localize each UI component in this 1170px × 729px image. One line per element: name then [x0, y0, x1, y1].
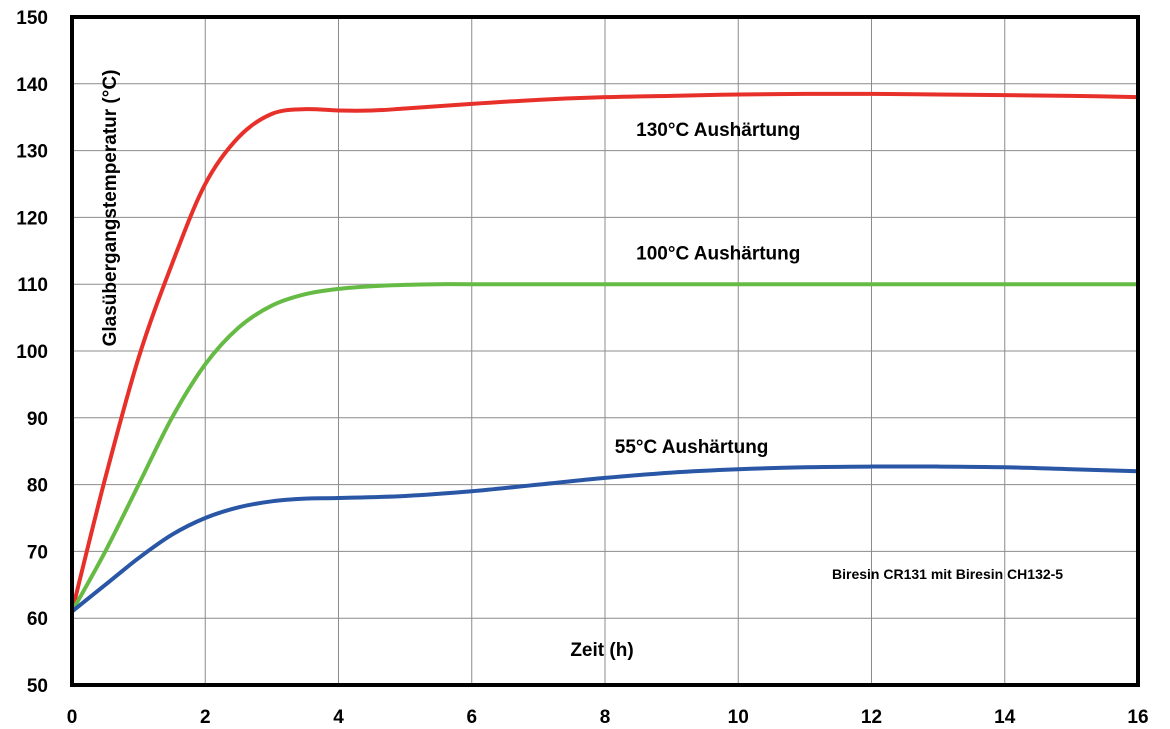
y-tick-label-10: 150	[16, 8, 48, 29]
y-tick-label-0: 50	[27, 676, 48, 697]
grid-lines	[71, 16, 1139, 686]
series-label-2: 55°C Aushärtung	[615, 437, 769, 458]
y-tick-label-5: 100	[16, 342, 48, 363]
x-tick-label-0: 0	[67, 707, 78, 728]
x-axis-title: Zeit (h)	[570, 640, 633, 661]
x-tick-label-4: 8	[600, 707, 611, 728]
series-line-1	[70, 282, 1140, 614]
x-tick-label-3: 6	[466, 707, 477, 728]
y-tick-label-4: 90	[27, 409, 48, 430]
x-tick-label-8: 16	[1127, 707, 1148, 728]
series-label-1: 100°C Aushärtung	[636, 243, 800, 264]
x-tick-labels: 0 2 4 6 8 10 12 14 16	[67, 707, 1149, 728]
series-label-0: 130°C Aushärtung	[636, 120, 800, 141]
y-tick-label-6: 110	[17, 275, 48, 296]
y-tick-label-3: 80	[27, 476, 48, 497]
x-tick-label-7: 14	[994, 707, 1016, 728]
series-labels: 130°C Aushärtung 100°C Aushärtung 55°C Aus…	[615, 120, 801, 458]
chart-annotation: Biresin CR131 mit Biresin CH132-5	[832, 566, 1063, 582]
y-tick-label-9: 140	[16, 75, 48, 96]
x-tick-label-5: 10	[728, 707, 749, 728]
series-lines	[70, 91, 1140, 614]
x-tick-label-2: 4	[333, 707, 344, 728]
y-tick-label-2: 70	[27, 542, 48, 563]
y-tick-label-8: 130	[16, 142, 48, 163]
series-line-2	[70, 464, 1140, 614]
plot-frame	[70, 15, 1140, 687]
y-axis-title: Glasübergangstemperatur (°C)	[100, 70, 121, 347]
y-tick-labels: 50 60 70 80 90 100 110 120 130 140 150	[16, 8, 48, 697]
series-line-0	[70, 91, 1140, 614]
y-tick-label-1: 60	[27, 609, 48, 630]
x-tick-label-1: 2	[200, 707, 211, 728]
x-tick-label-6: 12	[861, 707, 882, 728]
y-tick-label-7: 120	[16, 208, 48, 229]
